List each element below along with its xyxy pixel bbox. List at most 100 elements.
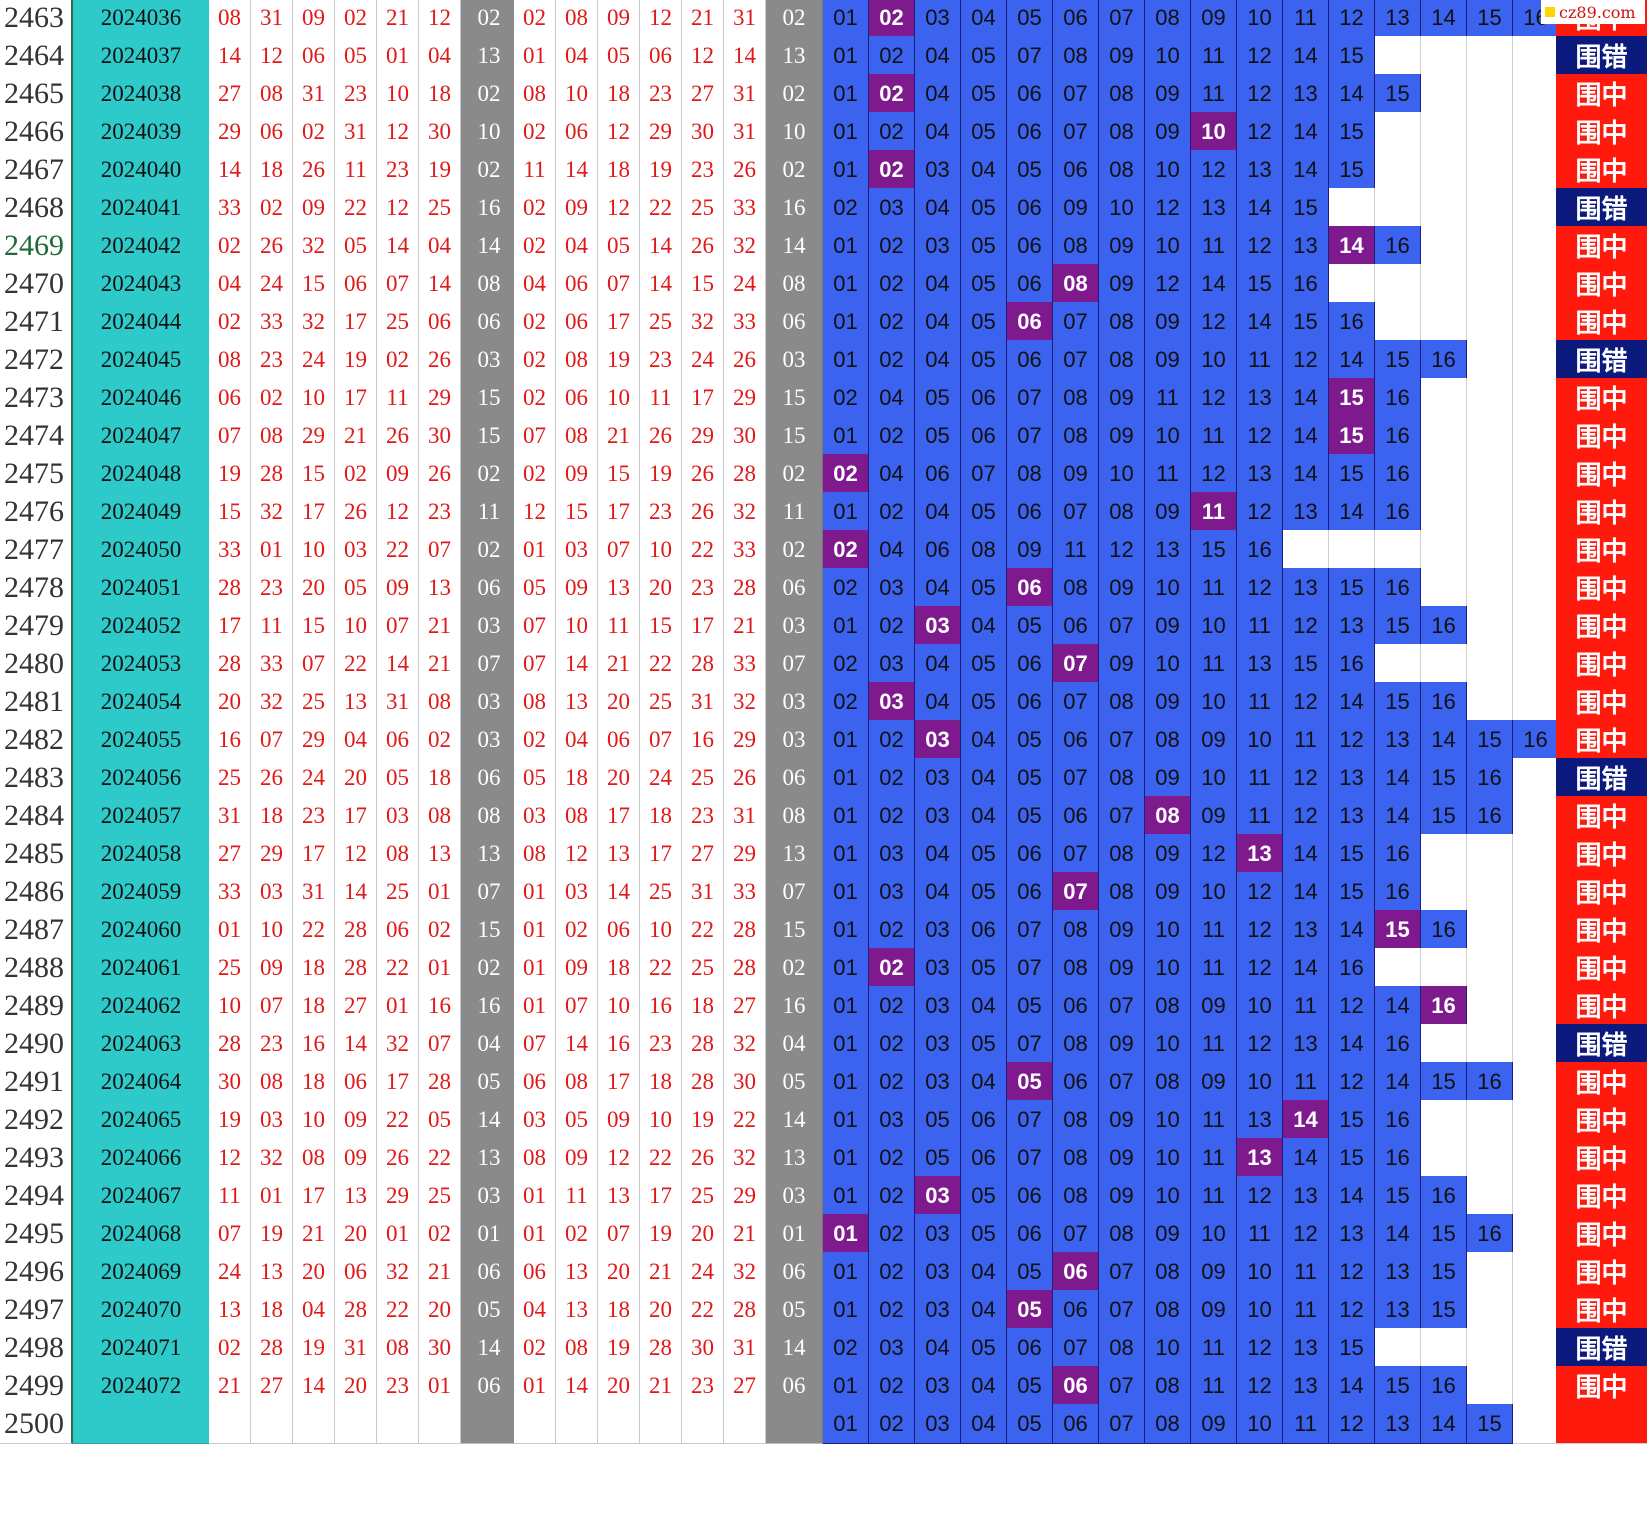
gray-number-cell: 06 (461, 1252, 518, 1292)
period-cell (73, 1404, 209, 1444)
watermark-text: cz89.com (1559, 2, 1636, 22)
sorted-number-cell: 01 (514, 948, 556, 988)
result-badge: 围中 (1556, 682, 1647, 722)
sorted-number-cell: 13 (556, 1252, 598, 1292)
candidate-number-cell: 10 (1191, 682, 1237, 722)
empty-cell (1513, 1138, 1559, 1178)
empty-cell (1421, 568, 1467, 608)
draw-number-cell: 27 (251, 1366, 293, 1406)
row-number: 2494 (0, 1176, 73, 1216)
sorted-number-cell: 23 (640, 492, 682, 532)
candidate-number-cell: 07 (1099, 606, 1145, 646)
period-cell: 2024063 (73, 1024, 209, 1064)
candidate-number-cell: 06 (1007, 188, 1053, 228)
candidate-number-cell: 14 (1329, 492, 1375, 532)
candidate-number-cell: 02 (869, 1176, 915, 1216)
candidate-number-cell: 01 (823, 1214, 869, 1254)
draw-number-cell: 05 (335, 226, 377, 266)
draw-number-cell: 01 (251, 530, 293, 570)
candidate-number-cell: 13 (1375, 1252, 1421, 1292)
candidate-number-cell: 01 (823, 720, 869, 760)
candidate-number-cell: 15 (1329, 568, 1375, 608)
draw-number-cell: 12 (377, 492, 419, 532)
sorted-number-cell: 26 (682, 1138, 724, 1178)
draw-number-cell: 31 (293, 74, 335, 114)
sorted-number-cell: 02 (514, 112, 556, 152)
period-cell: 2024066 (73, 1138, 209, 1178)
candidate-number-cell: 09 (1099, 378, 1145, 418)
candidate-number-cell: 09 (1145, 872, 1191, 912)
candidate-number-cell: 07 (1099, 1290, 1145, 1330)
row-number: 2475 (0, 454, 73, 494)
row-number: 2467 (0, 150, 73, 190)
draw-number-cell: 04 (335, 720, 377, 760)
candidate-number-cell: 13 (1283, 1328, 1329, 1368)
candidate-number-cell: 08 (1145, 1404, 1191, 1444)
candidate-number-cell: 01 (823, 1290, 869, 1330)
candidate-number-cell: 09 (1099, 416, 1145, 456)
draw-number-cell: 20 (335, 1214, 377, 1254)
candidate-number-cell: 12 (1191, 834, 1237, 874)
table-row: 2477 2024050 33 01 10 03 22 07 02 01 03 07 10 22 33 02 0… (0, 530, 1647, 570)
candidate-number-cell: 16 (1467, 1062, 1513, 1102)
table-row: 2491 2024064 30 08 18 06 17 28 05 06 08 17 18 28 30 05 0… (0, 1062, 1647, 1102)
sorted-number-cell: 04 (556, 36, 598, 76)
candidate-number-cell: 15 (1421, 1214, 1467, 1254)
candidate-number-cell: 04 (961, 1366, 1007, 1406)
gray-number-cell: 01 (766, 1214, 823, 1254)
draw-number-cell (335, 1404, 377, 1444)
table-row: 2490 2024063 28 23 16 14 32 07 04 07 14 16 23 28 32 04 0… (0, 1024, 1647, 1064)
candidate-number-cell: 12 (1237, 112, 1283, 152)
draw-number-cell: 32 (377, 1024, 419, 1064)
candidate-number-cell: 05 (1007, 1062, 1053, 1102)
candidate-number-cell: 06 (1007, 1328, 1053, 1368)
gray-number-cell: 06 (766, 1252, 823, 1292)
sorted-number-cell: 06 (556, 112, 598, 152)
sorted-number-cell: 04 (556, 720, 598, 760)
candidate-number-cell: 02 (869, 948, 915, 988)
candidate-number-cell: 06 (1053, 150, 1099, 190)
candidate-number-cell: 14 (1329, 910, 1375, 950)
candidate-number-cell: 12 (1237, 492, 1283, 532)
candidate-number-cell: 10 (1145, 1138, 1191, 1178)
table-row: 2482 2024055 16 07 29 04 06 02 03 02 04 06 07 16 29 03 0… (0, 720, 1647, 760)
candidate-number-cell: 04 (915, 36, 961, 76)
empty-cell (1467, 910, 1513, 950)
empty-cell (1513, 454, 1559, 494)
gray-number-cell: 16 (766, 188, 823, 228)
sorted-number-cell: 02 (556, 910, 598, 950)
sorted-number-cell: 31 (724, 112, 766, 152)
candidate-number-cell: 12 (1329, 720, 1375, 760)
draw-number-cell: 22 (377, 1290, 419, 1330)
gray-number-cell (461, 1404, 518, 1444)
candidate-number-cell: 13 (1283, 226, 1329, 266)
candidate-number-cell: 12 (1329, 1062, 1375, 1102)
row-number: 2499 (0, 1366, 73, 1406)
candidate-number-cell: 04 (961, 150, 1007, 190)
table-row: 2472 2024045 08 23 24 19 02 26 03 02 08 19 23 24 26 03 0… (0, 340, 1647, 380)
draw-number-cell: 07 (209, 416, 251, 456)
candidate-number-cell: 13 (1375, 1290, 1421, 1330)
sorted-number-cell: 33 (724, 530, 766, 570)
candidate-number-cell: 06 (1053, 1366, 1099, 1406)
candidate-number-cell: 08 (1145, 1290, 1191, 1330)
empty-cell (1467, 1328, 1513, 1368)
gray-number-cell: 13 (766, 36, 823, 76)
candidate-number-cell: 13 (1375, 0, 1421, 38)
candidate-number-cell: 13 (1329, 606, 1375, 646)
candidate-number-cell: 02 (869, 302, 915, 342)
sorted-number-cell: 01 (514, 1366, 556, 1406)
gray-number-cell: 13 (766, 1138, 823, 1178)
draw-number-cell: 06 (335, 1062, 377, 1102)
sorted-number-cell: 15 (556, 492, 598, 532)
draw-number-cell: 20 (293, 568, 335, 608)
draw-number-cell: 18 (293, 1062, 335, 1102)
period-cell: 2024057 (73, 796, 209, 836)
period-cell: 2024038 (73, 74, 209, 114)
gray-number-cell: 16 (766, 986, 823, 1026)
candidate-number-cell: 01 (823, 302, 869, 342)
candidate-number-cell: 02 (869, 264, 915, 304)
sorted-number-cell: 21 (598, 416, 640, 456)
candidate-number-cell: 16 (1329, 644, 1375, 684)
candidate-number-cell: 02 (869, 1214, 915, 1254)
